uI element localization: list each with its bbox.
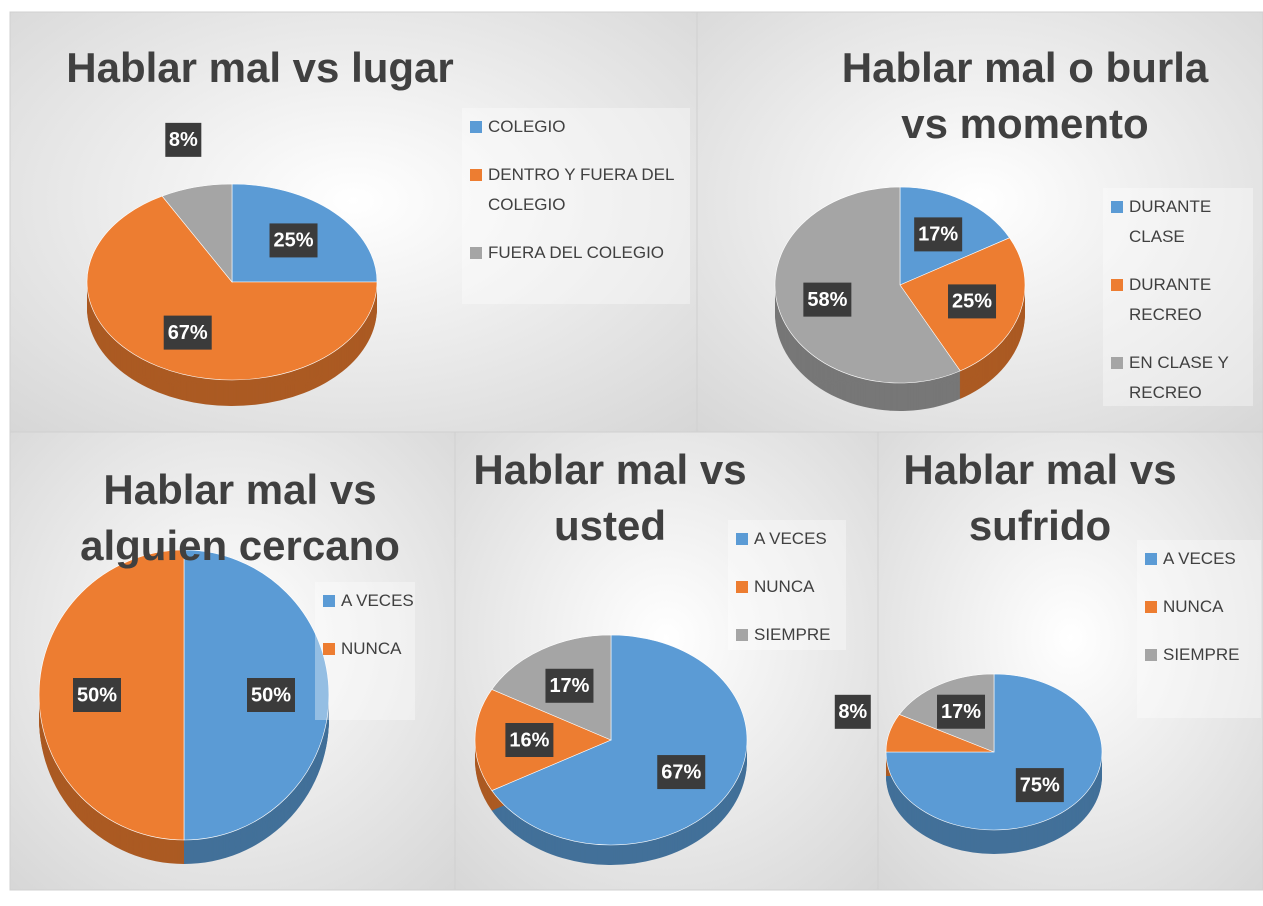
data-label-box (803, 282, 852, 317)
legend-swatch (1111, 357, 1123, 369)
chart-title: Hablar mal vs sufrido (903, 446, 1177, 549)
data-label-box (545, 668, 594, 703)
data-label-box (834, 694, 871, 729)
data-label-box (937, 694, 986, 729)
legend-entry: SIEMPRE (1145, 640, 1261, 670)
data-label: 58% (807, 289, 847, 311)
legend-entry: DURANTE RECREO (1111, 270, 1253, 330)
slice (161, 183, 233, 283)
legend-swatch (470, 121, 482, 133)
data-label-box (73, 678, 121, 712)
legend-label: NUNCA (754, 577, 815, 596)
data-label-box (948, 284, 997, 319)
legend-entry: FUERA DEL COLEGIO (470, 238, 690, 268)
data-label-box (1015, 768, 1064, 803)
legend-entry: NUNCA (323, 634, 415, 664)
legend-label: NUNCA (1163, 597, 1224, 616)
legend-label: EN CLASE Y RECREO (1129, 353, 1229, 402)
data-label: 25% (952, 291, 992, 313)
legend-entry: SIEMPRE (736, 620, 846, 650)
data-label: 25% (274, 230, 314, 252)
slice (86, 195, 378, 381)
chart-title: Hablar mal vs alguien cercano (80, 466, 400, 569)
data-label: 67% (168, 322, 208, 344)
legend-label: DURANTE RECREO (1129, 275, 1212, 324)
legend-swatch (470, 247, 482, 259)
legend-swatch (1145, 649, 1157, 661)
chart-title: Hablar mal vs lugar (66, 44, 454, 91)
data-label-box (269, 223, 318, 258)
data-label: 50% (77, 684, 117, 706)
data-label-box (657, 755, 706, 790)
slice (774, 186, 961, 384)
legend-entry: DURANTE CLASE (1111, 192, 1253, 252)
data-label: 17% (549, 675, 589, 697)
legend-swatch (736, 533, 748, 545)
legend-entry: NUNCA (1145, 592, 1261, 622)
legend-label: SIEMPRE (754, 625, 831, 644)
legend-swatch (1145, 553, 1157, 565)
legend: A VECES NUNCA (315, 582, 415, 720)
slice (491, 634, 748, 846)
data-label-box (914, 217, 963, 252)
legend-label: A VECES (341, 591, 414, 610)
legend-swatch (1111, 279, 1123, 291)
legend: A VECES NUNCA SIEMPRE (728, 520, 846, 650)
legend-entry: A VECES (736, 524, 846, 554)
chart-title: Hablar mal vs usted (473, 446, 747, 549)
legend-swatch (323, 643, 335, 655)
data-label-box (247, 678, 295, 712)
data-label: 75% (1020, 774, 1060, 796)
legend-entry: EN CLASE Y RECREO (1111, 348, 1253, 408)
data-label: 17% (918, 224, 958, 246)
legend: A VECES NUNCA SIEMPRE (1137, 540, 1261, 718)
data-label: 8% (838, 701, 867, 723)
data-label: 17% (941, 701, 981, 723)
legend-label: A VECES (1163, 549, 1236, 568)
data-label: 16% (509, 729, 549, 751)
legend-label: FUERA DEL COLEGIO (488, 243, 665, 262)
data-label: 8% (169, 129, 198, 151)
legend-label: SIEMPRE (1163, 645, 1240, 664)
legend-swatch (1145, 601, 1157, 613)
legend-swatch (323, 595, 335, 607)
legend-label: DENTRO Y FUERA DEL COLEGIO (488, 165, 674, 214)
legend-entry: COLEGIO (470, 112, 690, 142)
data-label-box (505, 723, 554, 757)
legend-entry: DENTRO Y FUERA DEL COLEGIO (470, 160, 690, 220)
data-label-box (165, 122, 202, 157)
legend-entry: NUNCA (736, 572, 846, 602)
legend-entry: A VECES (323, 586, 415, 616)
legend-swatch (470, 169, 482, 181)
legend-entry: A VECES (1145, 544, 1261, 574)
data-label: 67% (661, 761, 701, 783)
legend-label: DURANTE CLASE (1129, 197, 1212, 246)
data-label-box (163, 315, 212, 350)
legend-swatch (736, 581, 748, 593)
legend-swatch (1111, 201, 1123, 213)
legend-label: COLEGIO (488, 117, 566, 136)
legend-swatch (736, 629, 748, 641)
chart-title: Hablar mal o burla vs momento (841, 44, 1209, 147)
legend: DURANTE CLASE DURANTE RECREO EN CLASE Y RE… (1103, 188, 1253, 406)
legend: COLEGIO DENTRO Y FUERA DEL COLEGIO FUERA D… (462, 108, 690, 304)
data-label: 50% (251, 684, 291, 706)
legend-label: A VECES (754, 529, 827, 548)
legend-label: NUNCA (341, 639, 402, 658)
